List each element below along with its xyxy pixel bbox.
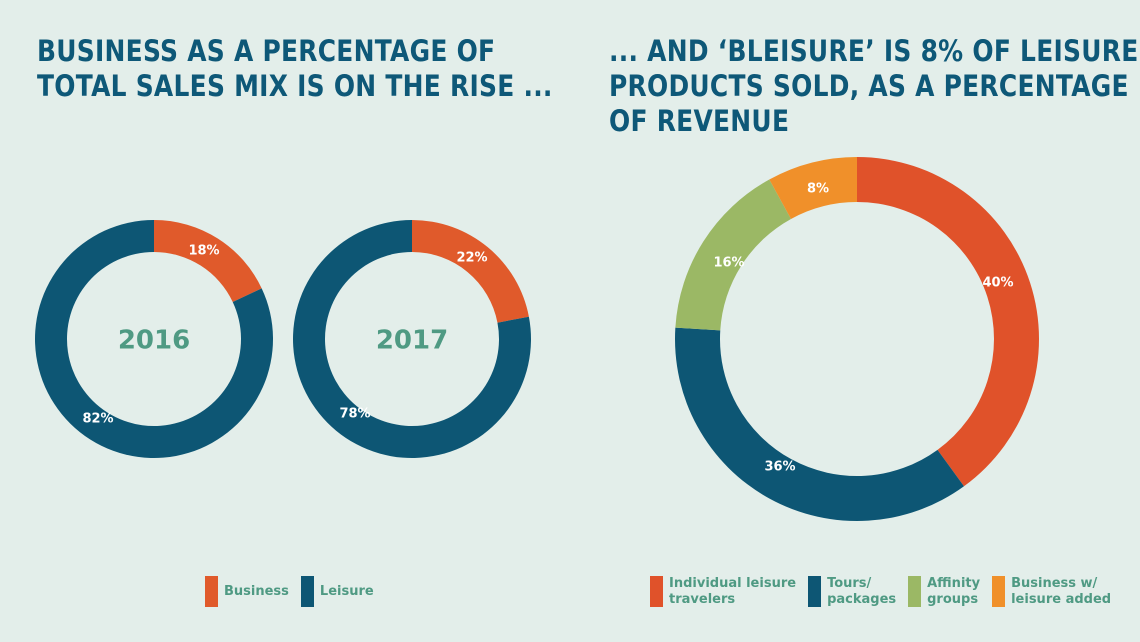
slice-business bbox=[154, 220, 262, 302]
right-title-line-3: OF REVENUE bbox=[609, 104, 790, 138]
left-title-line-2: TOTAL SALES MIX IS ON THE RISE ... bbox=[37, 69, 553, 103]
slice-label-business-w-leisure-added: 8% bbox=[807, 182, 829, 197]
legend-swatch-individual bbox=[650, 576, 663, 607]
slice-label-tours-packages: 36% bbox=[764, 460, 795, 475]
slice-label-business: 18% bbox=[188, 244, 219, 259]
donut-center-year: 2016 bbox=[118, 326, 190, 356]
slice-individual-leisure-travelers bbox=[857, 157, 1039, 487]
slice-label-individual-leisure-travelers: 40% bbox=[982, 276, 1013, 291]
slice-label-affinity-groups: 16% bbox=[713, 256, 744, 271]
donut-chart-2017: 22% 78% 2017 bbox=[293, 220, 531, 458]
right-title-line-1: ... AND ‘BLEISURE’ IS 8% OF LEISURE bbox=[609, 34, 1139, 68]
legend-item-individual: Individual leisure travelers bbox=[650, 576, 796, 608]
slice-label-leisure: 78% bbox=[339, 407, 370, 422]
donut-chart-leisure-mix: 40% 36% 16% 8% bbox=[675, 157, 1039, 521]
legend-label-bleisure: Business w/ leisure added bbox=[1011, 576, 1112, 607]
left-title-line-1: BUSINESS AS A PERCENTAGE OF bbox=[37, 34, 496, 68]
left-chart-title: BUSINESS AS A PERCENTAGE OF TOTAL SALES … bbox=[37, 34, 553, 104]
slice-tours-packages bbox=[675, 327, 964, 521]
legend-label-affinity: Affinity groups bbox=[927, 576, 981, 607]
legend-item-tours: Tours/ packages bbox=[808, 576, 896, 608]
legend-item-leisure: Leisure bbox=[300, 576, 374, 607]
legend-label-leisure: Leisure bbox=[319, 584, 374, 599]
legend-swatch-tours bbox=[808, 576, 822, 607]
right-chart-title: ... AND ‘BLEISURE’ IS 8% OF LEISURE PROD… bbox=[609, 34, 1139, 139]
donut-chart-2016: 18% 82% 2016 bbox=[35, 220, 274, 458]
slice-affinity-groups bbox=[675, 179, 791, 331]
legend-swatch-bleisure bbox=[992, 576, 1006, 607]
legend-swatch-affinity bbox=[908, 576, 922, 607]
legend-item-business: Business bbox=[205, 576, 289, 607]
slice-business-w-leisure-added bbox=[769, 157, 857, 219]
right-title-line-2: PRODUCTS SOLD, AS A PERCENTAGE bbox=[609, 69, 1129, 103]
legend-swatch-business bbox=[205, 576, 218, 607]
donut-center-year: 2017 bbox=[376, 326, 448, 356]
slice-business bbox=[412, 220, 529, 323]
legend-label-tours: Tours/ packages bbox=[827, 576, 897, 607]
legend-item-bleisure: Business w/ leisure added bbox=[992, 576, 1111, 608]
legend-swatch-leisure bbox=[300, 576, 314, 607]
legend-label-individual: Individual leisure travelers bbox=[669, 576, 797, 607]
legend-item-affinity: Affinity groups bbox=[908, 576, 980, 608]
legend-leisure-mix: Individual leisure travelers Tours/ pack… bbox=[650, 576, 1123, 608]
legend-label-business: Business bbox=[224, 584, 289, 599]
slice-label-leisure: 82% bbox=[82, 412, 113, 427]
slice-label-business: 22% bbox=[456, 251, 487, 266]
legend-business-leisure: Business Leisure bbox=[205, 576, 386, 607]
